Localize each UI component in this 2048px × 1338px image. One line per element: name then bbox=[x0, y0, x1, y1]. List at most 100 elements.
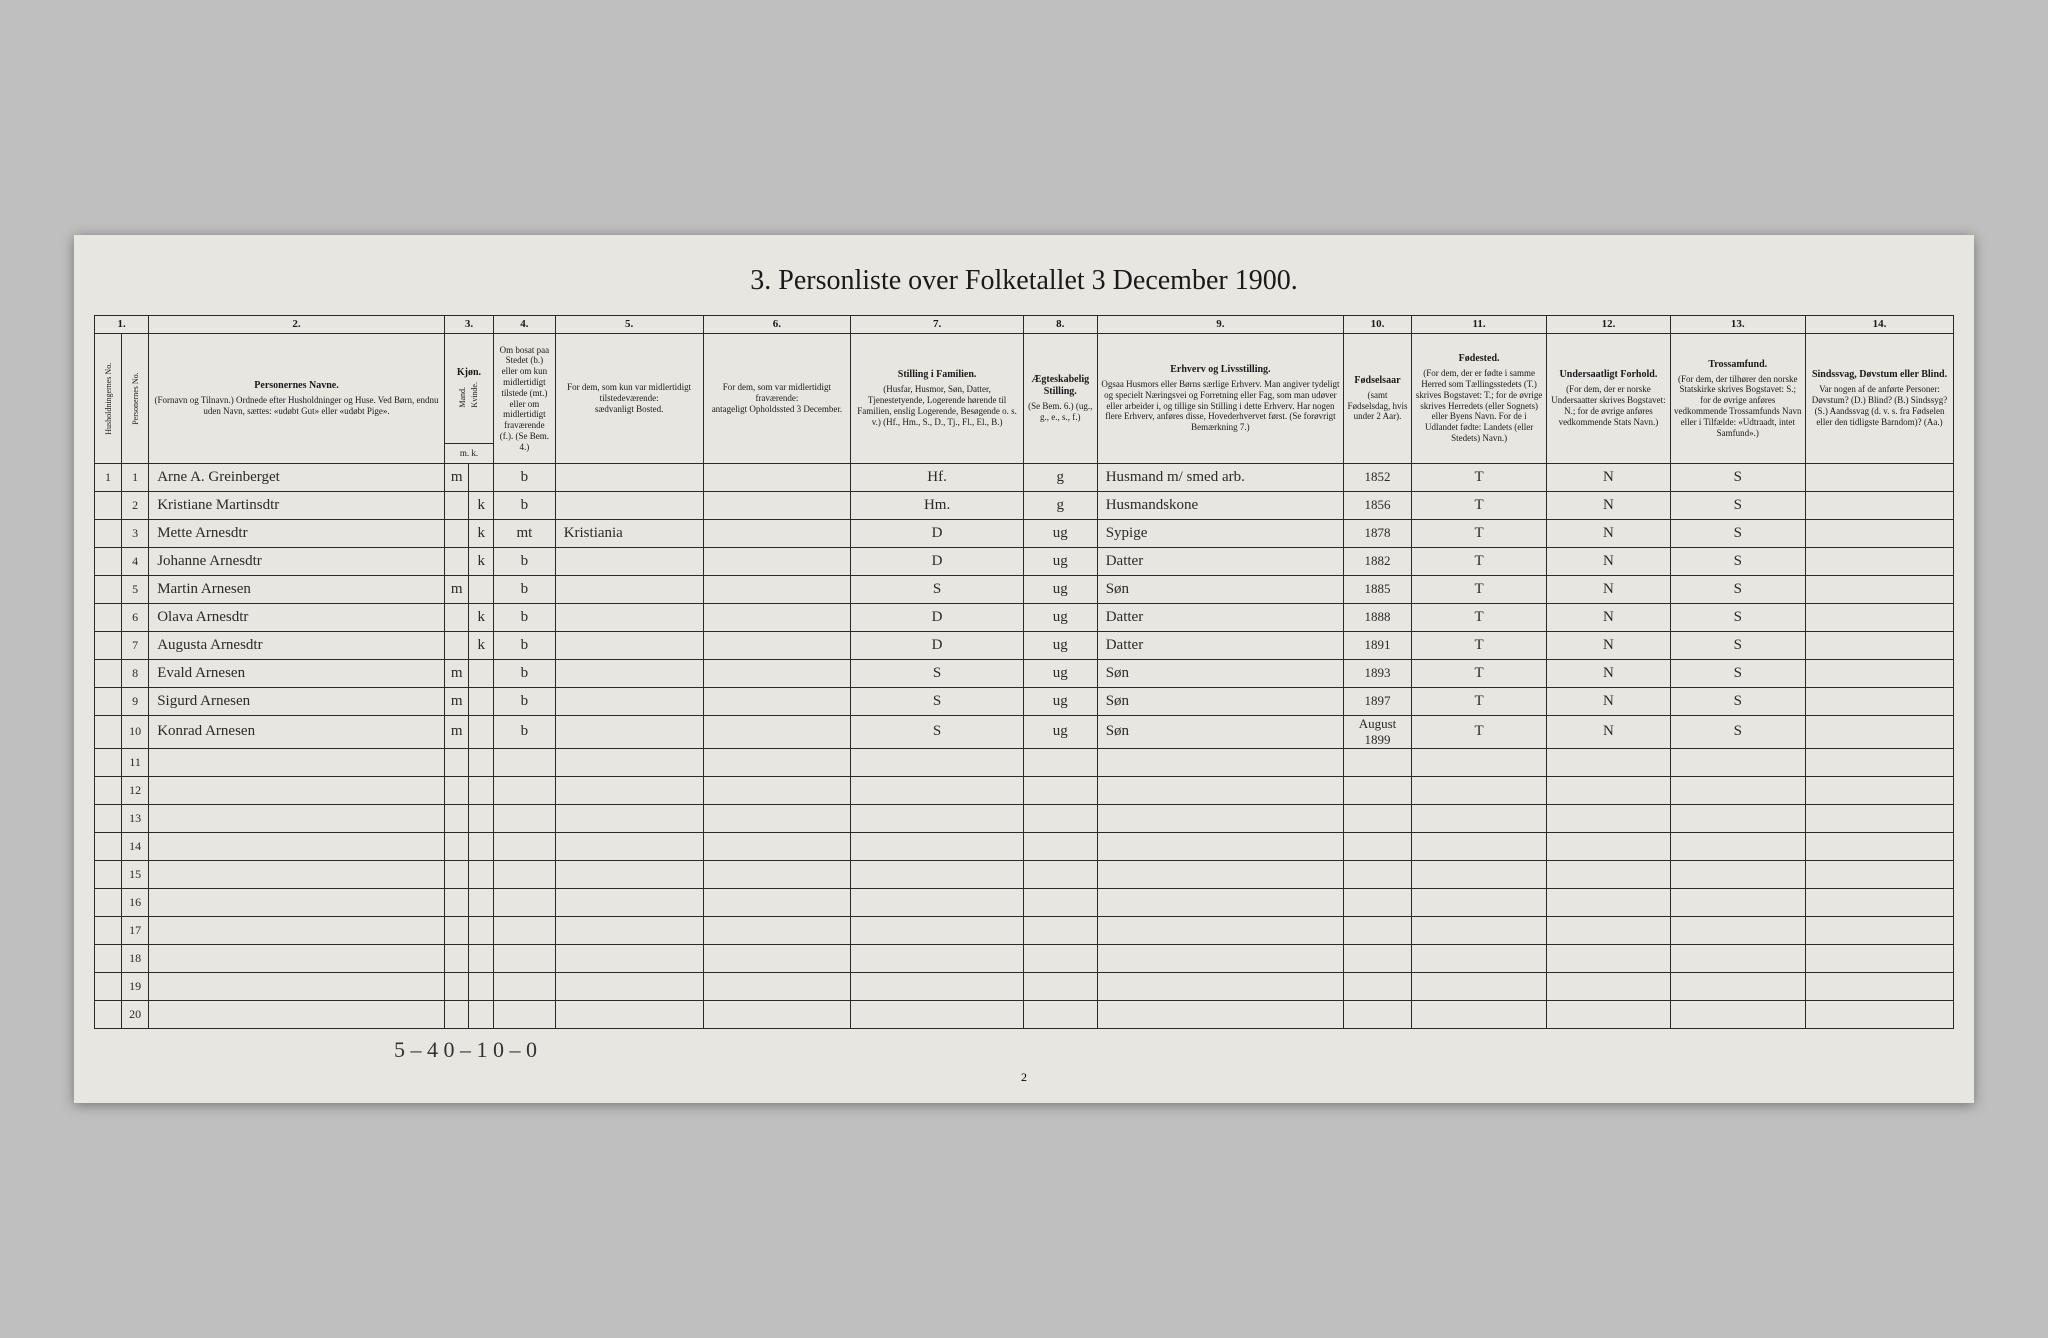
cell-person-no: 18 bbox=[122, 944, 149, 972]
cell-name: Sigurd Arnesen bbox=[149, 687, 445, 715]
cell-household-no bbox=[95, 575, 122, 603]
cell-birthplace: T bbox=[1411, 715, 1547, 748]
header-citizenship: Undersaatligt Forhold. (For dem, der er … bbox=[1547, 334, 1670, 464]
cell-temp-present bbox=[703, 631, 851, 659]
cell-temp-away bbox=[555, 491, 703, 519]
cell-temp-away: Kristiania bbox=[555, 519, 703, 547]
header-temp-away: For dem, som kun var midlertidigt tilste… bbox=[555, 334, 703, 464]
cell-temp-away bbox=[555, 603, 703, 631]
cell-sex-k: k bbox=[469, 491, 494, 519]
cell-name: Johanne Arnesdtr bbox=[149, 547, 445, 575]
cell-infirmity bbox=[1806, 631, 1954, 659]
cell-household-no bbox=[95, 603, 122, 631]
cell-status: b bbox=[494, 687, 556, 715]
colnum-13: 13. bbox=[1670, 316, 1806, 334]
cell-religion: S bbox=[1670, 631, 1806, 659]
cell-household-no bbox=[95, 519, 122, 547]
cell-infirmity bbox=[1806, 463, 1954, 491]
cell-household-no bbox=[95, 972, 122, 1000]
cell-temp-present bbox=[703, 519, 851, 547]
cell-name: Martin Arnesen bbox=[149, 575, 445, 603]
cell-person-no: 10 bbox=[122, 715, 149, 748]
table-row-empty: 15 bbox=[95, 860, 1954, 888]
cell-temp-present bbox=[703, 659, 851, 687]
cell-citizenship: N bbox=[1547, 603, 1670, 631]
table-body: 11Arne A. GreinbergetmbHf.gHusmand m/ sm… bbox=[95, 463, 1954, 1028]
cell-household-no: 1 bbox=[95, 463, 122, 491]
cell-birthyear: 1888 bbox=[1344, 603, 1412, 631]
cell-sex-m: m bbox=[444, 575, 469, 603]
cell-religion: S bbox=[1670, 715, 1806, 748]
cell-temp-present bbox=[703, 491, 851, 519]
cell-birthplace: T bbox=[1411, 603, 1547, 631]
cell-household-no bbox=[95, 491, 122, 519]
cell-birthyear: 1882 bbox=[1344, 547, 1412, 575]
table-row-empty: 19 bbox=[95, 972, 1954, 1000]
colnum-14: 14. bbox=[1806, 316, 1954, 334]
table-row: 4Johanne ArnesdtrkbDugDatter1882TNS bbox=[95, 547, 1954, 575]
cell-citizenship: N bbox=[1547, 463, 1670, 491]
cell-sex-k: k bbox=[469, 603, 494, 631]
table-row-empty: 14 bbox=[95, 832, 1954, 860]
cell-birthyear: 1897 bbox=[1344, 687, 1412, 715]
table-row-empty: 16 bbox=[95, 888, 1954, 916]
census-table: 1. 2. 3. 4. 5. 6. 7. 8. 9. 10. 11. 12. 1… bbox=[94, 315, 1954, 1029]
table-row: 5Martin ArnesenmbSugSøn1885TNS bbox=[95, 575, 1954, 603]
colnum-11: 11. bbox=[1411, 316, 1547, 334]
cell-family-relation: S bbox=[851, 659, 1023, 687]
cell-infirmity bbox=[1806, 687, 1954, 715]
colnum-2: 2. bbox=[149, 316, 445, 334]
cell-sex-m: m bbox=[444, 715, 469, 748]
table-row: 8Evald ArnesenmbSugSøn1893TNS bbox=[95, 659, 1954, 687]
cell-person-no: 8 bbox=[122, 659, 149, 687]
cell-person-no: 4 bbox=[122, 547, 149, 575]
page-number: 2 bbox=[1021, 1070, 1027, 1085]
colnum-3: 3. bbox=[444, 316, 493, 334]
cell-birthyear: 1852 bbox=[1344, 463, 1412, 491]
cell-religion: S bbox=[1670, 463, 1806, 491]
cell-temp-away bbox=[555, 715, 703, 748]
cell-sex-m bbox=[444, 631, 469, 659]
cell-occupation: Sypige bbox=[1097, 519, 1343, 547]
cell-sex-m: m bbox=[444, 463, 469, 491]
cell-status: mt bbox=[494, 519, 556, 547]
cell-religion: S bbox=[1670, 575, 1806, 603]
cell-person-no: 13 bbox=[122, 804, 149, 832]
cell-family-relation: D bbox=[851, 519, 1023, 547]
header-residence-status: Om bosat paa Stedet (b.) eller om kun mi… bbox=[494, 334, 556, 464]
table-row-empty: 18 bbox=[95, 944, 1954, 972]
cell-household-no bbox=[95, 687, 122, 715]
cell-temp-away bbox=[555, 631, 703, 659]
cell-family-relation: Hm. bbox=[851, 491, 1023, 519]
header-sex: Kjøn. Mand. Kvinde. bbox=[444, 334, 493, 444]
cell-occupation: Datter bbox=[1097, 603, 1343, 631]
cell-household-no bbox=[95, 659, 122, 687]
cell-household-no bbox=[95, 631, 122, 659]
cell-marital: ug bbox=[1023, 603, 1097, 631]
cell-birthplace: T bbox=[1411, 519, 1547, 547]
cell-occupation: Søn bbox=[1097, 715, 1343, 748]
cell-occupation: Søn bbox=[1097, 575, 1343, 603]
cell-occupation: Søn bbox=[1097, 687, 1343, 715]
cell-sex-k bbox=[469, 575, 494, 603]
cell-name: Augusta Arnesdtr bbox=[149, 631, 445, 659]
cell-marital: ug bbox=[1023, 547, 1097, 575]
table-row-empty: 13 bbox=[95, 804, 1954, 832]
colnum-5: 5. bbox=[555, 316, 703, 334]
cell-infirmity bbox=[1806, 603, 1954, 631]
cell-temp-away bbox=[555, 463, 703, 491]
cell-name: Konrad Arnesen bbox=[149, 715, 445, 748]
form-title: 3. Personliste over Folketallet 3 Decemb… bbox=[94, 265, 1954, 297]
cell-citizenship: N bbox=[1547, 687, 1670, 715]
cell-person-no: 20 bbox=[122, 1000, 149, 1028]
cell-person-no: 6 bbox=[122, 603, 149, 631]
cell-temp-present bbox=[703, 463, 851, 491]
cell-birthplace: T bbox=[1411, 659, 1547, 687]
cell-birthyear: 1891 bbox=[1344, 631, 1412, 659]
cell-infirmity bbox=[1806, 715, 1954, 748]
cell-sex-m bbox=[444, 519, 469, 547]
cell-person-no: 19 bbox=[122, 972, 149, 1000]
cell-sex-k bbox=[469, 687, 494, 715]
cell-citizenship: N bbox=[1547, 715, 1670, 748]
cell-sex-k: k bbox=[469, 631, 494, 659]
